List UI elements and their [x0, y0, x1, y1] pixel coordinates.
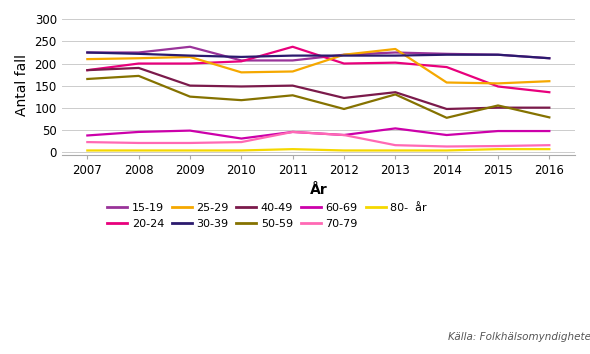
Legend: 15-19, 20-24, 25-29, 30-39, 40-49, 50-59, 60-69, 70-79, 80-  år: 15-19, 20-24, 25-29, 30-39, 40-49, 50-59…	[107, 203, 427, 229]
Text: Källa: Folkhälsomyndigheten: Källa: Folkhälsomyndigheten	[448, 332, 590, 342]
Y-axis label: Antal fall: Antal fall	[15, 54, 29, 116]
X-axis label: År: År	[310, 183, 327, 197]
